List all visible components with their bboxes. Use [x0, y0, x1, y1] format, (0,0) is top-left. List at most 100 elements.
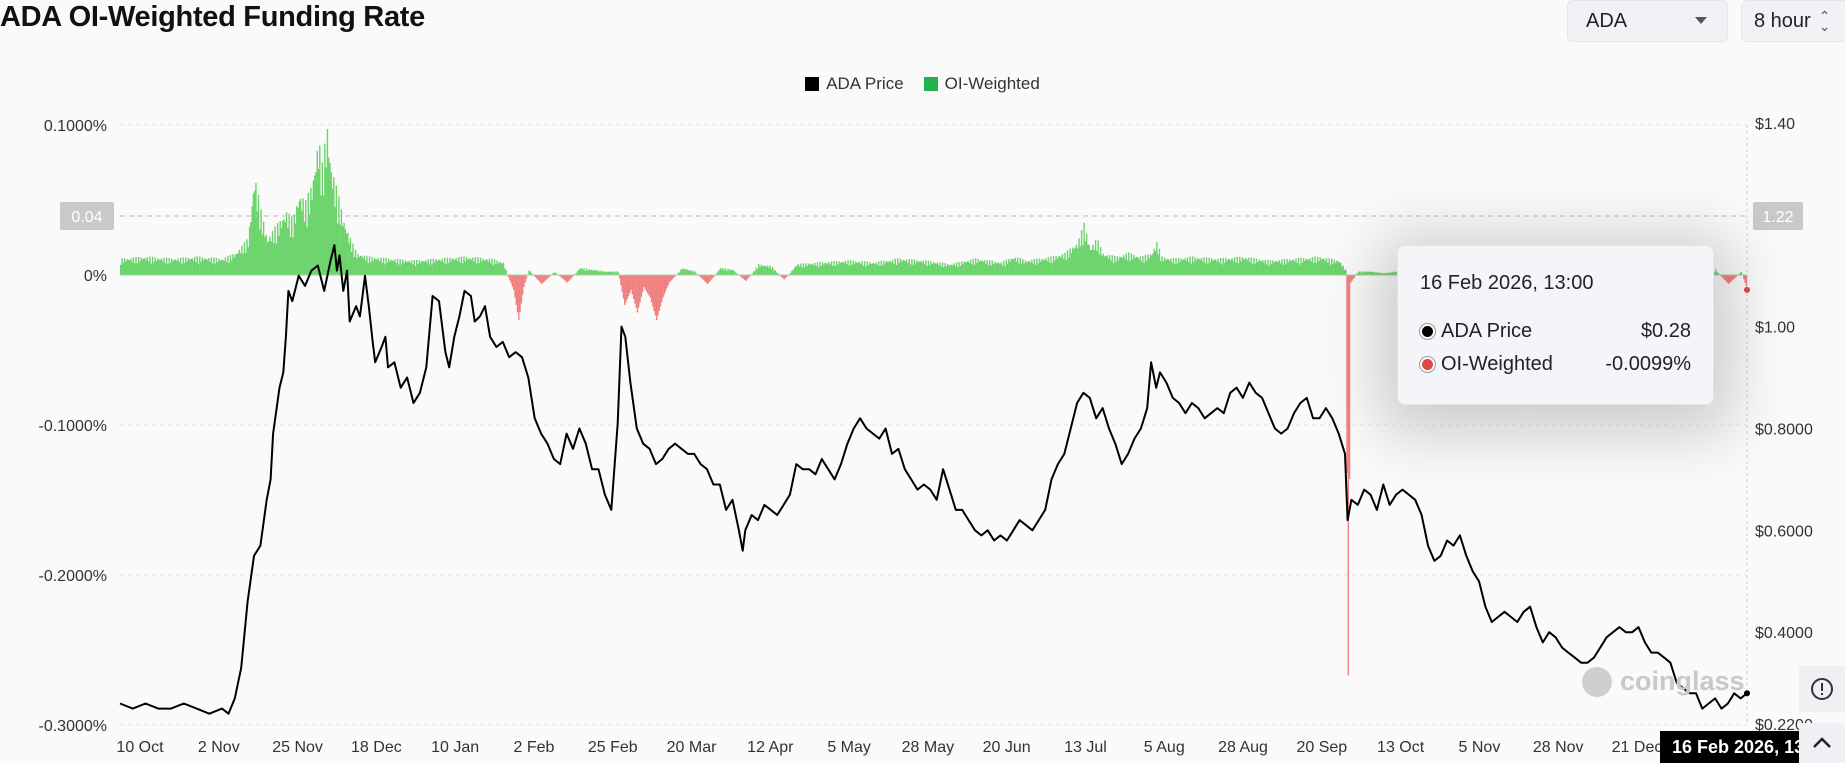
funding-bar	[1325, 258, 1328, 275]
funding-bar	[210, 257, 213, 275]
funding-bar	[418, 260, 421, 275]
funding-bar	[1180, 258, 1182, 275]
funding-bar	[954, 266, 956, 275]
funding-bar	[1193, 261, 1195, 275]
funding-bar	[497, 263, 500, 275]
funding-bar	[393, 261, 395, 275]
funding-bar	[470, 259, 473, 275]
funding-bar	[121, 258, 123, 275]
funding-bar	[774, 270, 777, 275]
x-tick-label: 5 May	[827, 739, 871, 756]
funding-bar	[994, 261, 996, 275]
funding-bar	[382, 257, 385, 275]
funding-bar	[1040, 261, 1042, 275]
funding-bar	[802, 263, 805, 275]
funding-bar	[1138, 259, 1140, 275]
funding-bar	[167, 264, 169, 275]
funding-bar	[1083, 222, 1085, 275]
funding-bar	[1078, 238, 1080, 275]
funding-bar	[308, 213, 311, 275]
funding-bar	[1302, 257, 1305, 275]
scroll-top-button[interactable]	[1799, 723, 1845, 763]
funding-bar	[241, 245, 243, 275]
funding-bar	[185, 257, 187, 275]
tooltip-label-price: ADA Price	[1441, 320, 1533, 342]
crosshair-left-value: 0.04	[71, 209, 102, 226]
funding-bar	[741, 275, 743, 278]
funding-bar	[162, 261, 164, 275]
coinglass-logo-icon	[1582, 666, 1612, 697]
funding-bar	[940, 266, 942, 275]
funding-bar	[419, 262, 422, 275]
funding-bar	[442, 262, 445, 275]
funding-bar	[1291, 260, 1293, 275]
funding-bar	[1185, 260, 1187, 275]
funding-bar	[256, 211, 258, 275]
funding-bar	[482, 258, 484, 275]
funding-bar	[1194, 257, 1196, 275]
funding-bar	[516, 275, 519, 313]
legend-swatch-funding	[923, 77, 938, 91]
funding-bar	[416, 259, 418, 275]
funding-bar	[1006, 263, 1009, 275]
funding-bar	[1228, 259, 1231, 275]
funding-bar	[589, 270, 591, 275]
funding-bar	[1324, 260, 1327, 275]
funding-bar	[658, 275, 660, 311]
funding-bar	[409, 262, 412, 275]
funding-bar	[120, 264, 122, 275]
funding-bar	[644, 275, 646, 290]
funding-bar	[1272, 260, 1274, 275]
funding-bar	[352, 243, 354, 275]
funding-bar	[1064, 252, 1066, 275]
funding-bar	[958, 261, 960, 275]
crosshair-right-value: 1.22	[1762, 209, 1793, 226]
funding-bar	[837, 264, 839, 275]
funding-bar	[1024, 260, 1027, 275]
x-tick-label: 2 Nov	[198, 739, 240, 756]
coin-select[interactable]: ADA	[1567, 0, 1728, 42]
interval-select[interactable]: 8 hour ⌃ ⌄	[1741, 0, 1845, 42]
funding-bar	[726, 270, 728, 275]
funding-bar	[920, 261, 922, 275]
funding-bar	[447, 262, 450, 275]
funding-bar	[671, 275, 673, 280]
funding-bar	[237, 253, 239, 275]
funding-bar	[536, 275, 538, 279]
funding-bar	[252, 193, 255, 275]
funding-bar	[1102, 253, 1104, 275]
funding-bar	[473, 261, 475, 275]
funding-bar	[833, 261, 835, 275]
funding-bar	[464, 261, 466, 275]
funding-bar	[305, 200, 307, 275]
funding-bar	[1729, 275, 1731, 283]
funding-bar	[413, 260, 415, 275]
funding-bar	[1079, 246, 1082, 275]
funding-bar	[1375, 272, 1378, 275]
funding-bar	[569, 275, 571, 280]
funding-bar	[1288, 259, 1291, 275]
funding-bar	[1179, 261, 1181, 275]
funding-bar	[853, 263, 856, 275]
funding-bar	[598, 271, 600, 275]
funding-bar	[611, 271, 613, 275]
funding-bar	[1082, 245, 1084, 275]
funding-bar	[177, 258, 179, 275]
funding-bar	[820, 265, 822, 275]
legend-item-price[interactable]: ADA Price	[805, 74, 904, 94]
funding-bar	[1143, 262, 1145, 275]
funding-bar	[386, 262, 389, 275]
timezone-button[interactable]	[1799, 666, 1845, 712]
funding-bar	[643, 275, 645, 287]
funding-bar	[1161, 256, 1163, 275]
funding-bar	[1131, 259, 1134, 275]
funding-bar	[1148, 258, 1150, 275]
funding-bar	[1295, 258, 1297, 275]
funding-bar	[842, 261, 844, 275]
legend-item-funding[interactable]: OI-Weighted	[923, 74, 1040, 94]
funding-bar	[620, 275, 622, 286]
x-tick-label: 10 Oct	[116, 739, 164, 756]
funding-bar	[1163, 257, 1166, 275]
funding-bar	[259, 229, 261, 275]
funding-bar	[1267, 259, 1269, 275]
